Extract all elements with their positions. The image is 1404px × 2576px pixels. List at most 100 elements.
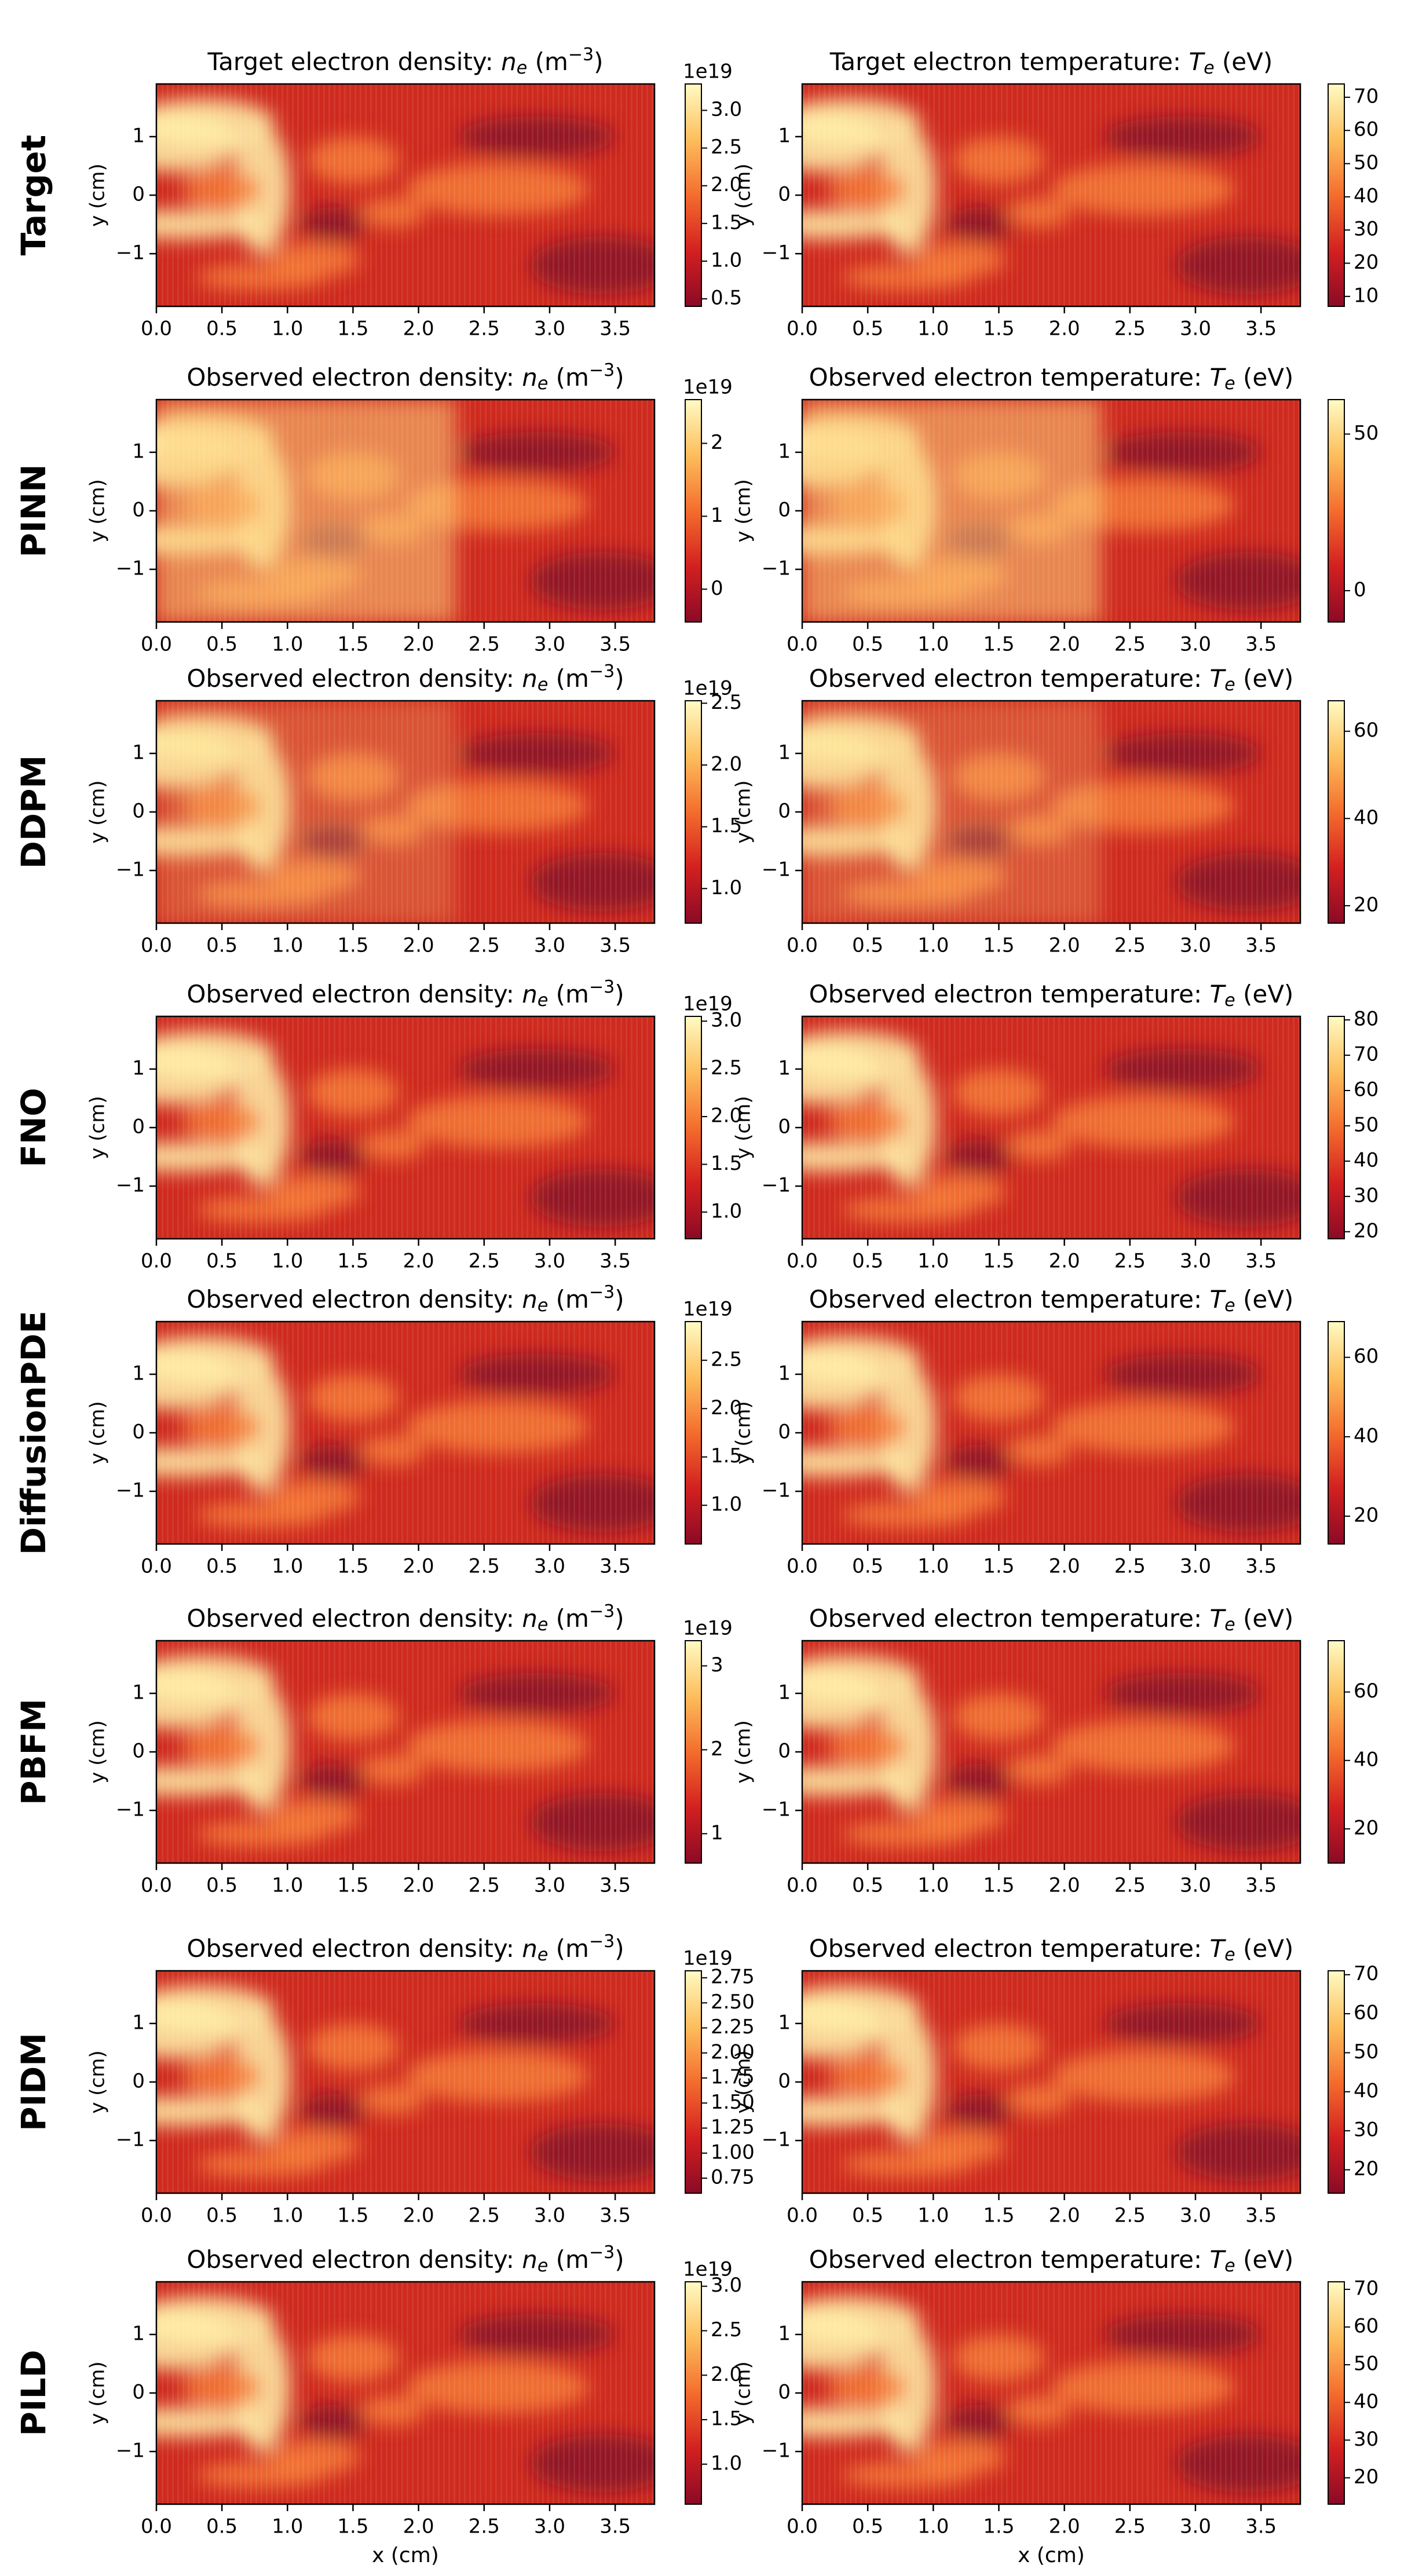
x-tick-label: 2.5 <box>469 1250 500 1273</box>
x-tick-label: 2.0 <box>403 934 434 957</box>
x-tick-label: 1.5 <box>983 633 1014 656</box>
colorbar-tick-label: 50 <box>1354 422 1379 445</box>
x-tick-label: 1.5 <box>983 2515 1014 2538</box>
colorbar-exponent: 1e19 <box>683 2258 733 2281</box>
y-tick-label: 0 <box>778 499 791 522</box>
x-tick-label: 2.5 <box>1114 934 1146 957</box>
y-axis-label: y (cm) <box>86 2050 109 2113</box>
x-tick-label: 0.0 <box>141 2515 172 2538</box>
heatmap-field <box>802 701 1300 923</box>
y-tick-label: 0 <box>132 2381 145 2404</box>
heatmap-field <box>802 1971 1300 2193</box>
x-tick-label: 0.5 <box>206 1250 237 1273</box>
colorbar <box>685 399 702 623</box>
x-tick-label: 0.5 <box>852 934 883 957</box>
y-tick-label: 0 <box>132 1115 145 1139</box>
x-tick-label: 2.0 <box>1049 317 1080 341</box>
panel-title: Observed electron temperature: Te (eV) <box>809 2245 1294 2276</box>
y-tick-label: −1 <box>116 1798 145 1821</box>
colorbar-tick-label: 40 <box>1354 1424 1379 1447</box>
figure-row-diffusionpde: DiffusionPDE Observed electron density: n… <box>14 1282 1379 1578</box>
colorbar-tick-label: 10 <box>1354 284 1379 307</box>
y-tick-label: −1 <box>762 1798 791 1821</box>
x-tick-label: 1.0 <box>272 1250 303 1273</box>
colorbar-tick-label: 60 <box>1354 118 1379 141</box>
heatmap-field <box>156 2282 655 2504</box>
pixel-streaks <box>802 1641 1300 1863</box>
pixel-streaks <box>802 1322 1300 1544</box>
panel-title: Observed electron temperature: Te (eV) <box>809 1934 1294 1965</box>
y-tick-label: 0 <box>778 800 791 823</box>
colorbar <box>685 83 702 307</box>
y-tick-label: 1 <box>778 124 791 147</box>
panel-density: Observed electron density: ne (m−3) 0.0 0.… <box>86 360 733 656</box>
colorbar-tick-label: 60 <box>1354 719 1379 742</box>
colorbar-tick-label: 1.25 <box>711 2116 755 2139</box>
pixel-streaks <box>156 84 655 306</box>
colorbar-tick-label: 2.50 <box>711 1990 755 2014</box>
y-tick-label: 1 <box>132 741 145 764</box>
panel-temperature: Target electron temperature: Te (eV) 0.0 0… <box>732 47 1379 341</box>
heatmap-field <box>802 2282 1300 2504</box>
y-tick-label: −1 <box>116 1174 145 1197</box>
panel-temperature: Observed electron temperature: Te (eV) 0.… <box>732 1934 1379 2227</box>
colorbar-tick-label: 30 <box>1354 218 1379 241</box>
colorbar-tick-label: 1 <box>711 1821 723 1845</box>
x-tick-label: 1.0 <box>917 1250 949 1273</box>
x-tick-label: 2.0 <box>403 2204 434 2227</box>
x-tick-label: 3.0 <box>534 317 565 341</box>
y-tick-label: 1 <box>132 2011 145 2034</box>
y-tick-label: −1 <box>762 858 791 881</box>
colorbar <box>685 700 702 924</box>
figure-row-target: Target Target electron density: ne (m−3) 0… <box>14 45 1379 341</box>
pixel-streaks <box>156 701 655 923</box>
colorbar-tick-label: 20 <box>1354 1219 1379 1242</box>
x-tick-label: 0.0 <box>141 1874 172 1897</box>
panel-density: Observed electron density: ne (m−3) 0.0 0.… <box>86 661 743 957</box>
colorbar-tick-label: 70 <box>1354 1043 1379 1066</box>
panel-density: Observed electron density: ne (m−3) 0.0 0.… <box>86 1282 743 1578</box>
x-tick-label: 0.5 <box>206 1555 237 1578</box>
y-tick-label: −1 <box>762 2439 791 2462</box>
x-tick-label: 2.0 <box>403 633 434 656</box>
pixel-streaks <box>156 2282 655 2504</box>
y-tick-label: 1 <box>132 440 145 463</box>
x-tick-label: 3.5 <box>599 934 631 957</box>
x-tick-label: 3.0 <box>1180 2515 1211 2538</box>
colorbar-tick-label: 70 <box>1354 85 1379 108</box>
colorbar-tick-label: 2.0 <box>711 1104 742 1128</box>
x-tick-label: 3.5 <box>1245 1874 1277 1897</box>
x-tick-label: 1.5 <box>337 934 368 957</box>
x-tick-label: 2.0 <box>1049 934 1080 957</box>
x-tick-label: 3.0 <box>1180 1555 1211 1578</box>
colorbar-tick-label: 2.0 <box>711 2363 742 2386</box>
x-tick-label: 1.0 <box>272 2515 303 2538</box>
x-tick-label: 1.5 <box>983 1555 1014 1578</box>
figure-row-fno: FNO Observed electron density: ne (m−3) 0.… <box>14 977 1379 1273</box>
x-tick-label: 1.5 <box>983 1250 1014 1273</box>
colorbar-tick-label: 2.0 <box>711 752 742 775</box>
figure-row-ddpm: DDPM Observed electron density: ne (m−3) 0… <box>14 661 1379 957</box>
y-tick-label: 1 <box>778 1362 791 1385</box>
x-tick-label: 3.5 <box>599 2204 631 2227</box>
x-tick-label: 1.0 <box>272 633 303 656</box>
heatmap-field <box>156 1016 655 1239</box>
panel-density: Observed electron density: ne (m−3) 0.0 0.… <box>86 977 743 1273</box>
pixel-streaks <box>156 1971 655 2193</box>
y-axis-label: y (cm) <box>732 1720 755 1783</box>
y-tick-label: −1 <box>116 2128 145 2151</box>
panel-title: Target electron temperature: Te (eV) <box>829 47 1273 78</box>
y-tick-label: 0 <box>132 1740 145 1763</box>
heatmap-field <box>802 1322 1300 1544</box>
panel-title: Observed electron density: ne (m−3) <box>187 661 624 695</box>
panel-title: Observed electron density: ne (m−3) <box>187 1282 624 1316</box>
y-tick-label: −1 <box>116 858 145 881</box>
colorbar <box>1328 83 1345 307</box>
x-tick-label: 3.0 <box>534 934 565 957</box>
panel-title: Target electron density: ne (m−3) <box>207 45 603 78</box>
y-tick-label: 1 <box>778 1681 791 1704</box>
y-tick-label: 0 <box>778 2070 791 2093</box>
x-tick-label: 2.5 <box>469 934 500 957</box>
y-tick-label: 1 <box>778 741 791 764</box>
y-tick-label: −1 <box>762 1479 791 1502</box>
